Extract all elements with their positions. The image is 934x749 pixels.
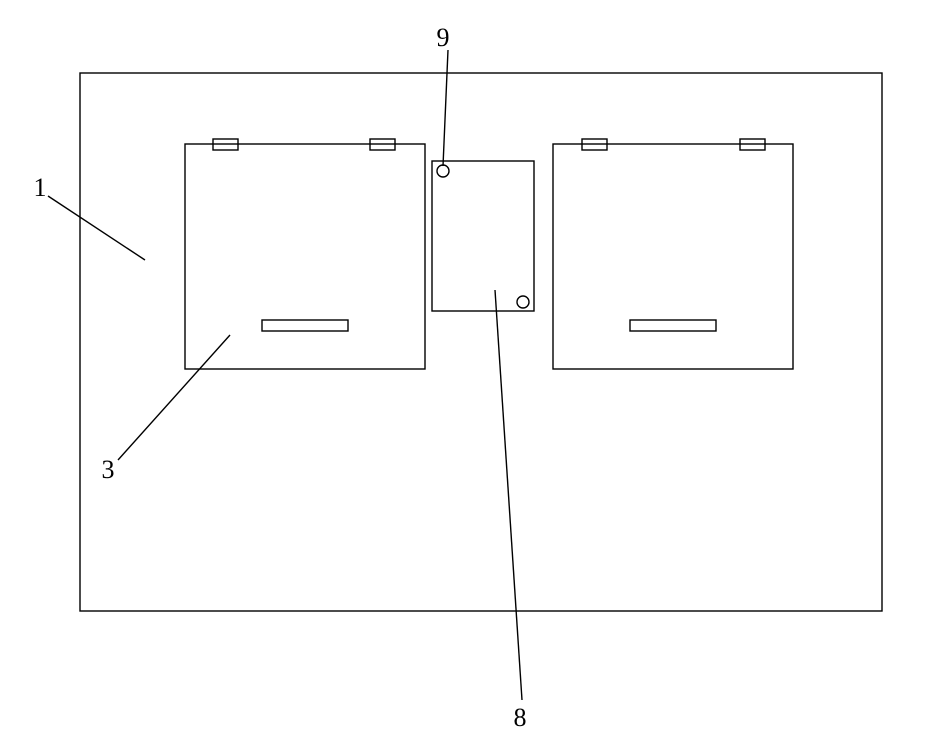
left-panel <box>185 144 425 369</box>
middle-box-circle-bottom <box>517 296 529 308</box>
outer-frame <box>80 73 882 611</box>
leader-line-3 <box>118 335 230 460</box>
leader-line-8 <box>495 290 522 700</box>
leader-line-1 <box>48 196 145 260</box>
middle-box <box>432 161 534 311</box>
leader-line-9 <box>443 50 448 166</box>
label-8: 8 <box>514 703 527 732</box>
right-panel <box>553 144 793 369</box>
middle-box-circle-top <box>437 165 449 177</box>
label-3: 3 <box>102 455 115 484</box>
right-panel-slot <box>630 320 716 331</box>
left-panel-slot <box>262 320 348 331</box>
label-1: 1 <box>34 173 47 202</box>
label-9: 9 <box>437 23 450 52</box>
